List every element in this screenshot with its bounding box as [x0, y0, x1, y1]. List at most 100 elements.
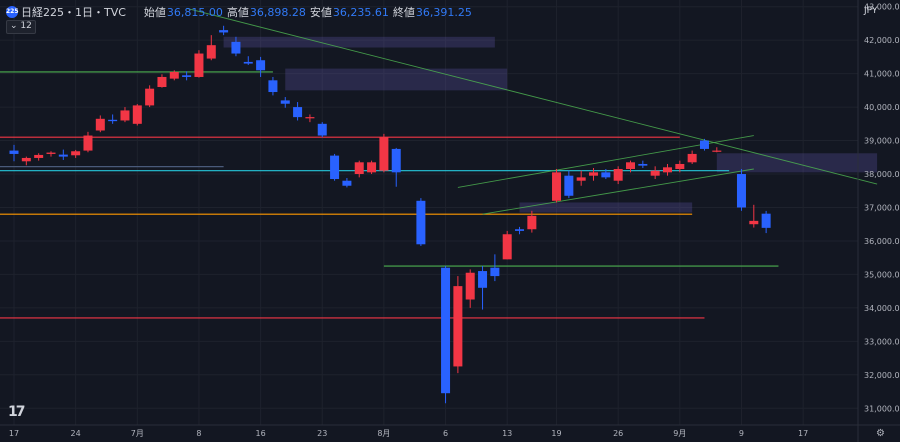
candle-down	[268, 80, 278, 93]
candle-up	[527, 215, 537, 230]
candle-down	[699, 140, 709, 149]
candle-down	[280, 100, 290, 104]
indicator-count: 12	[20, 21, 32, 31]
x-tick-label: 26	[613, 429, 623, 438]
y-tick-label: 37,000.00	[864, 203, 900, 212]
symbol-title[interactable]: 日経225・1日・TVC	[21, 6, 126, 19]
candle-up	[687, 153, 697, 163]
x-tick-label: 7月	[131, 429, 144, 438]
trend-line	[186, 7, 878, 185]
y-tick-label: 40,000.00	[864, 103, 900, 112]
candle-up	[145, 88, 155, 106]
chart-header: 225 日経225・1日・TVC 始値 36,815.00 高値 36,898.…	[6, 4, 472, 20]
candle-up	[120, 110, 130, 121]
candle-down	[182, 75, 192, 77]
candle-up	[662, 167, 672, 173]
candle-down	[391, 148, 401, 173]
candle-down	[761, 213, 771, 228]
candle-down	[564, 175, 574, 196]
candle-up	[83, 135, 93, 151]
indicator-toggle[interactable]: ⌄ 12	[6, 20, 36, 34]
candle-down	[736, 174, 746, 208]
candle-down	[416, 200, 426, 245]
y-tick-label: 38,000.00	[864, 170, 900, 179]
candle-up	[712, 150, 722, 152]
candle-up	[194, 53, 204, 77]
candle-down	[515, 229, 525, 231]
candle-down	[243, 61, 253, 64]
candle-up	[749, 220, 759, 225]
zone-layer	[223, 36, 878, 213]
candle-up	[132, 105, 142, 124]
y-tick-label: 43,000.00	[864, 3, 900, 12]
y-tick-label: 36,000.00	[864, 237, 900, 246]
candle-up	[71, 151, 81, 156]
candle-down	[58, 154, 68, 157]
candle-down	[490, 267, 500, 277]
x-tick-label: 17	[798, 429, 808, 438]
horizontal-lines	[0, 71, 779, 319]
candle-down	[317, 123, 327, 136]
candle-up	[157, 76, 167, 88]
candle-up	[34, 154, 44, 158]
candle-down	[9, 150, 19, 154]
y-tick-label: 41,000.00	[864, 70, 900, 79]
open-value: 36,815.00	[166, 5, 223, 19]
gear-icon[interactable]: ⚙	[876, 428, 885, 439]
y-tick-label: 42,000.00	[864, 36, 900, 45]
x-tick-label: 9月	[673, 429, 686, 438]
x-tick-label: 8	[196, 429, 201, 438]
candle-down	[478, 271, 488, 288]
supply-zone	[716, 153, 878, 173]
close-label: 終値	[392, 6, 415, 19]
grid-layer	[0, 0, 858, 425]
supply-zone	[285, 68, 508, 91]
candle-up	[626, 162, 635, 169]
x-tick-label: 23	[317, 429, 327, 438]
candle-down	[441, 267, 451, 394]
candle-up	[21, 157, 31, 162]
tradingview-logo-icon[interactable]: 17	[8, 404, 26, 420]
x-tick-label: 19	[551, 429, 561, 438]
low-value: 36,235.61	[332, 5, 389, 19]
candle-up	[502, 234, 512, 260]
supply-zone	[223, 36, 495, 48]
trend-line	[482, 168, 754, 215]
candle-up	[95, 118, 105, 131]
candle-up	[650, 170, 660, 176]
high-value: 36,898.28	[249, 5, 306, 19]
symbol-badge[interactable]: 225	[6, 6, 19, 18]
candle-up	[379, 137, 389, 171]
candle-up	[354, 162, 364, 175]
x-tick-label: 6	[443, 429, 448, 438]
candle-down	[293, 107, 303, 118]
candle-down	[231, 41, 241, 54]
candle-up	[552, 172, 562, 201]
candle-down	[601, 172, 611, 178]
x-tick-label: 9	[739, 429, 744, 438]
candle-up	[675, 163, 685, 169]
y-tick-label: 34,000.00	[864, 304, 900, 313]
x-tick-label: 13	[502, 429, 512, 438]
x-tick-label: 17	[9, 429, 19, 438]
y-tick-label: 32,000.00	[864, 371, 900, 380]
candle-down	[330, 155, 340, 180]
candle-down	[638, 163, 648, 166]
supply-zone	[519, 202, 693, 213]
y-tick-label: 33,000.00	[864, 337, 900, 346]
candle-up	[613, 168, 623, 181]
low-label: 安値	[309, 6, 332, 19]
currency-label[interactable]: JPY	[864, 6, 878, 16]
x-tick-label: 16	[256, 429, 266, 438]
candle-up	[206, 45, 216, 59]
candle-up	[305, 117, 315, 119]
close-value: 36,391.25	[415, 5, 472, 19]
y-tick-label: 35,000.00	[864, 270, 900, 279]
x-tick-label: 24	[71, 429, 81, 438]
candle-up	[367, 162, 377, 173]
candle-up	[576, 177, 586, 181]
candle-down	[108, 119, 118, 122]
